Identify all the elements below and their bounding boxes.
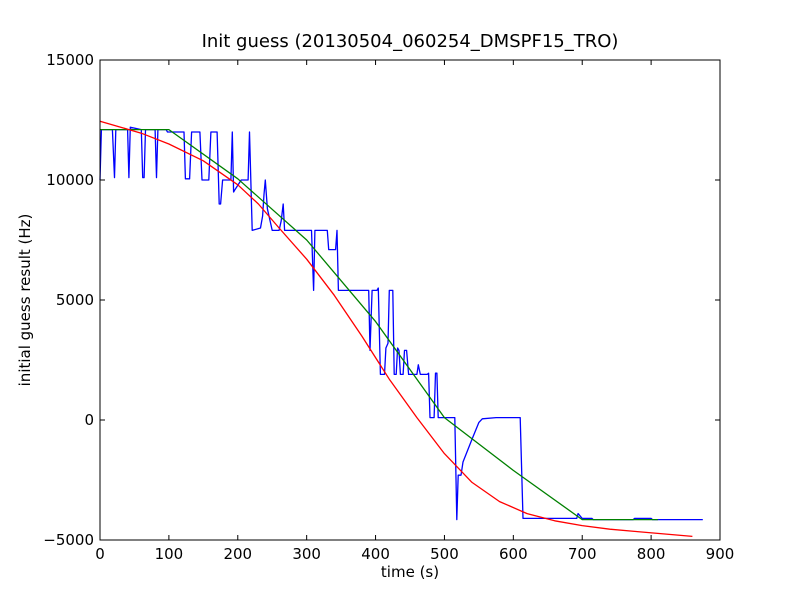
x-tick-label: 200 <box>223 545 252 563</box>
x-tick-label: 0 <box>95 545 105 563</box>
x-tick-label: 500 <box>430 545 459 563</box>
chart-title: Init guess (20130504_060254_DMSPF15_TRO) <box>202 31 619 52</box>
series-line-1 <box>99 126 703 521</box>
x-tick-label: 100 <box>155 545 184 563</box>
x-tick-label: 900 <box>706 545 735 563</box>
y-tick-label: 10000 <box>46 171 94 189</box>
series-line-2 <box>100 128 658 521</box>
ticks-group: 0 100 200 300 400 500 600 700 800 900−50000500010… <box>43 51 734 563</box>
x-axis-label: time (s) <box>381 563 439 581</box>
x-tick-label: 400 <box>361 545 390 563</box>
x-tick-label: 800 <box>637 545 666 563</box>
y-tick-label: 0 <box>84 411 94 429</box>
series-line-3 <box>99 120 693 538</box>
x-tick-label: 300 <box>292 545 321 563</box>
y-tick-label: 15000 <box>46 51 94 69</box>
y-tick-label: 5000 <box>56 291 94 309</box>
x-tick-label: 600 <box>499 545 528 563</box>
y-tick-label: −5000 <box>43 531 94 549</box>
y-axis-label: initial guess result (Hz) <box>16 214 34 387</box>
series-group <box>99 120 703 538</box>
x-tick-label: 700 <box>568 545 597 563</box>
plot-frame <box>99 59 721 541</box>
